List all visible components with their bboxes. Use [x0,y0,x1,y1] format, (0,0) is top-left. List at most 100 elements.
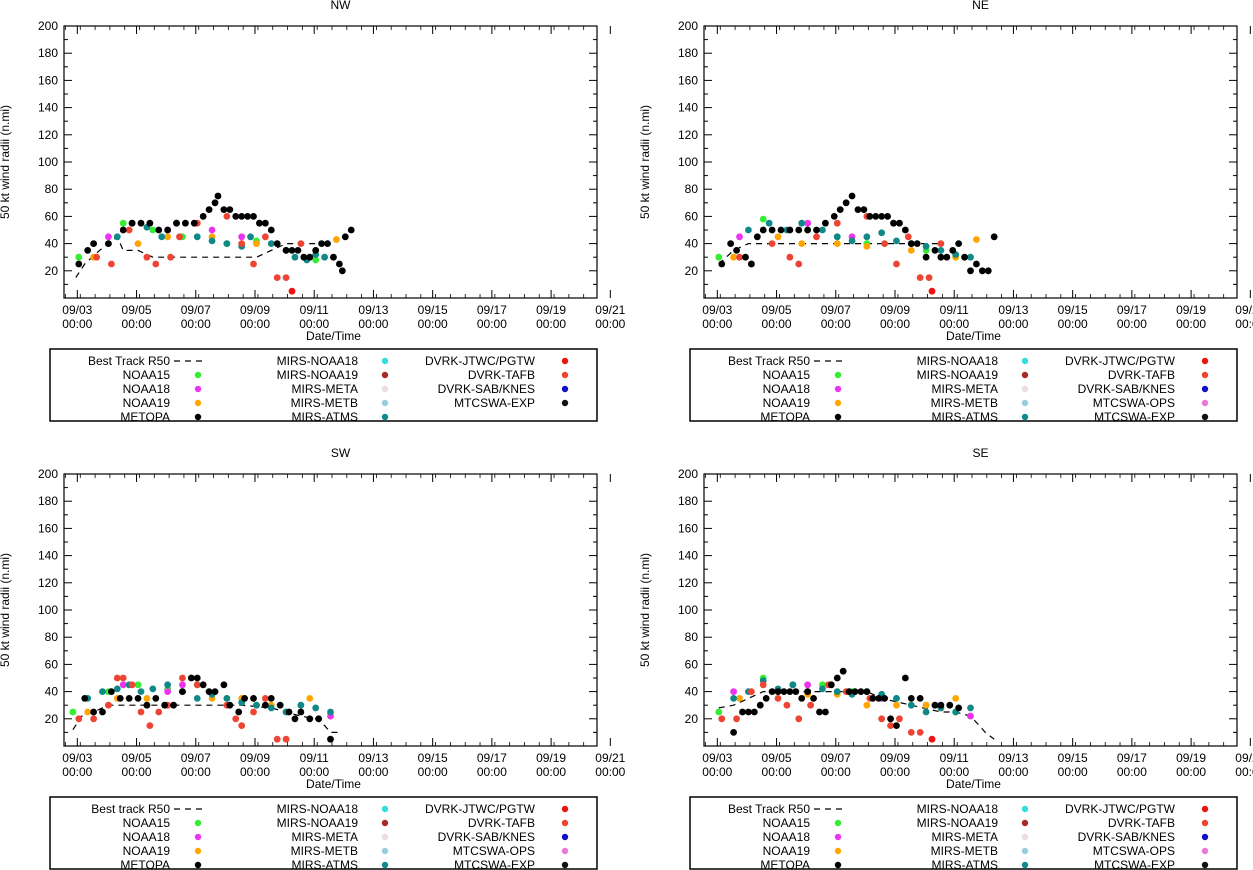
y-tick-label: 160 [38,521,58,535]
data-point [164,226,172,234]
data-point [179,681,186,689]
data-point [955,704,963,712]
data-point [312,247,320,254]
data-point [297,701,305,709]
data-point [931,247,939,254]
legend-label: MIRS-NOAA18 [917,354,999,368]
data-point [901,674,909,682]
data-point [718,260,726,268]
data-point [819,226,826,234]
data-point [943,253,951,261]
y-tick-label: 40 [45,685,59,699]
y-tick-label: 200 [38,19,58,33]
data-point [238,240,246,248]
legend-dot-marker [1021,385,1029,393]
series-dvrk-jtwc-pgtw [288,287,296,295]
data-point [179,674,186,682]
data-point [238,213,246,220]
legend-dot-marker [1201,371,1209,379]
data-point [318,240,326,248]
data-point [146,219,154,227]
y-tick-label: 60 [685,657,699,671]
data-point [300,253,308,261]
data-point [848,237,856,245]
data-point [816,708,823,716]
data-point [878,229,886,237]
data-point [798,240,806,248]
data-point [733,247,740,254]
data-point [747,688,755,695]
x-axis-label: Date/Time [306,777,361,791]
data-point [223,695,231,702]
data-point [247,233,254,241]
legend-label: NOAA19 [763,396,811,410]
data-point [777,226,785,234]
data-point [137,688,145,695]
data-point [887,722,894,729]
data-point [916,695,924,702]
series-mirs-atms [745,219,974,261]
data-point [208,237,216,245]
data-point [193,681,201,689]
x-axis-label: Date/Time [306,329,361,343]
data-point [327,708,334,716]
data-point [84,247,92,254]
data-point [893,695,900,702]
data-point [261,701,269,709]
data-point [804,219,812,227]
data-point [810,695,817,702]
legend-dot-marker [561,385,569,393]
legend-dot-marker [194,399,202,407]
data-point [780,688,788,695]
legend-dot-marker [1021,861,1029,869]
series-dvrk-jtwc-pgtw [928,735,936,743]
legend-dot-marker [1201,399,1209,407]
data-point [267,695,275,702]
data-point [261,233,269,241]
data-point [798,219,806,227]
x-tick-label: 09/11 00:00 [299,303,329,331]
x-tick-label: 09/07 00:00 [181,751,211,779]
data-point [730,253,738,261]
y-tick-label: 100 [678,155,698,169]
data-point [893,722,900,729]
data-point [922,701,930,709]
data-point [173,219,180,227]
legend-label: MTCSWA-OPS [1093,844,1175,858]
x-tick-label: 09/05 00:00 [122,751,152,779]
legend-label: DVRK-SAB/KNES [1078,830,1175,844]
y-tick-label: 80 [45,630,59,644]
series-noaa19 [730,233,980,261]
data-point [863,242,871,250]
legend-label: Best track R50 [91,802,170,816]
legend-label: DVRK-JTWC/PGTW [425,802,536,816]
data-point [330,253,337,261]
data-point [937,240,945,248]
data-point [967,712,974,720]
data-point [984,267,992,275]
y-tick-label: 80 [685,182,699,196]
legend-dot-marker [561,847,569,855]
y-tick-label: 120 [38,576,58,590]
series-metopa [75,192,355,275]
legend-dot-marker [561,805,569,813]
data-point [146,722,154,729]
x-tick-label: 09/15 00:00 [1058,303,1088,331]
data-point [733,715,740,723]
x-tick-label: 09/05 00:00 [762,303,792,331]
data-point [143,253,151,261]
data-point [170,701,177,709]
x-tick-label: 09/11 00:00 [299,751,329,779]
data-point [901,226,909,234]
y-axis-label: 50 kt wind radii (n.mi) [638,553,652,667]
y-tick-label: 120 [678,128,698,142]
data-point [119,219,127,227]
data-point [211,199,219,207]
data-point [931,701,939,709]
legend-label: DVRK-TAFB [1108,816,1175,830]
data-point [913,240,921,248]
legend-dot-marker [1201,847,1209,855]
legend-dot-marker [1021,357,1029,365]
legend-label: MIRS-NOAA18 [917,802,999,816]
data-point [949,247,957,254]
